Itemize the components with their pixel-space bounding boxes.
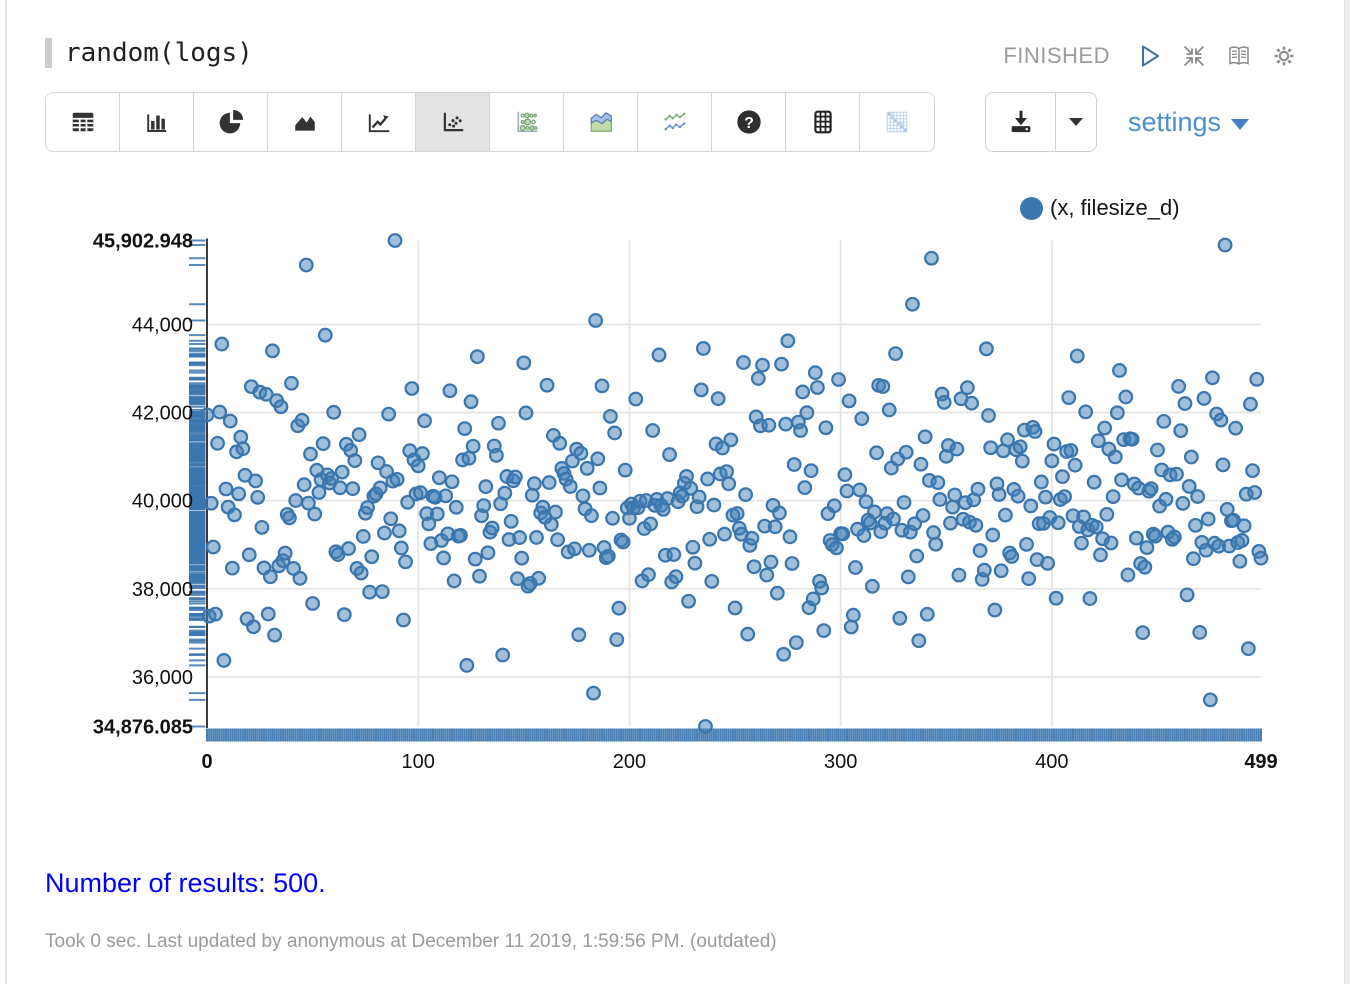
multi-line-icon	[663, 112, 686, 131]
settings-label: settings	[1128, 106, 1222, 137]
svg-text:200: 200	[613, 751, 646, 773]
settings-caret-icon	[1231, 118, 1250, 130]
gear-icon[interactable]	[1270, 42, 1298, 70]
chart-type-bar[interactable]	[120, 93, 194, 151]
download-split-button	[985, 92, 1097, 152]
paragraph-title: random(logs)	[45, 38, 253, 68]
pie-chart-icon	[219, 109, 243, 134]
chart-type-pie[interactable]	[194, 93, 268, 151]
chart-type-area[interactable]	[268, 93, 342, 151]
svg-text:42,000: 42,000	[132, 403, 193, 425]
play-icon[interactable]	[1135, 42, 1163, 70]
svg-text:499: 499	[1244, 751, 1277, 773]
page-left-edge	[5, 0, 7, 984]
chart-type-help[interactable]: ?	[712, 93, 786, 151]
svg-text:36,000: 36,000	[132, 667, 193, 689]
area-chart-icon	[294, 116, 315, 131]
chart-type-stacked-area[interactable]	[564, 93, 638, 151]
paragraph-status-text: Took 0 sec. Last updated by anonymous at…	[45, 931, 777, 952]
chart-type-group: ?	[45, 92, 935, 152]
download-button[interactable]	[986, 93, 1056, 151]
title-accent-bar	[45, 38, 52, 68]
grid-icon	[813, 110, 832, 134]
results-count-text: Number of results: 500.	[45, 868, 326, 898]
paragraph-controls: FINISHED	[1003, 36, 1298, 76]
stacked-area-icon	[590, 111, 612, 132]
svg-text:?: ?	[744, 115, 754, 132]
table-icon	[72, 112, 93, 132]
svg-text:44,000: 44,000	[132, 314, 193, 336]
svg-text:45,902.948: 45,902.948	[93, 231, 193, 253]
chart-legend[interactable]: (x, filesize_d)	[1020, 195, 1180, 221]
svg-text:400: 400	[1035, 751, 1068, 773]
chart-type-multi-line[interactable]	[638, 93, 712, 151]
scatter-chart: 45,902.948 44,000 42,000 40,000 38,000 36,000…	[93, 231, 1278, 774]
chart-type-scatter[interactable]	[416, 93, 490, 151]
paragraph-header: random(logs) FINISHED	[0, 36, 1350, 76]
matrix-icon	[886, 111, 908, 133]
legend-series-label: (x, filesize_d)	[1050, 195, 1180, 220]
chart-type-grid[interactable]	[786, 93, 860, 151]
question-icon: ?	[736, 110, 761, 134]
scatter-chart-section: 45,902.948 44,000 42,000 40,000 38,000 36,000…	[0, 185, 1350, 800]
svg-text:100: 100	[402, 751, 435, 773]
chart-type-bubble-matrix[interactable]	[490, 93, 564, 151]
download-options-caret[interactable]	[1056, 93, 1096, 151]
book-icon[interactable]	[1225, 42, 1253, 70]
visualization-toolbar: ? settings	[0, 92, 1350, 152]
svg-text:300: 300	[824, 751, 857, 773]
chart-type-matrix[interactable]	[860, 93, 934, 151]
svg-text:38,000: 38,000	[132, 579, 193, 601]
chart-type-table[interactable]	[46, 93, 120, 151]
svg-text:0: 0	[201, 751, 212, 773]
settings-dropdown[interactable]: settings	[1128, 92, 1250, 152]
chart-type-line[interactable]	[342, 93, 416, 151]
collapse-icon[interactable]	[1180, 42, 1208, 70]
bubble-matrix-icon	[517, 111, 538, 132]
legend-series-dot	[1020, 196, 1043, 220]
bar-chart-icon	[146, 114, 166, 132]
caret-down-icon	[1069, 118, 1083, 126]
scrollbar-track[interactable]	[1344, 0, 1350, 984]
paragraph-title-text: random(logs)	[65, 38, 253, 68]
line-chart-icon	[368, 114, 389, 133]
scatter-icon	[443, 112, 463, 132]
status-badge: FINISHED	[1003, 43, 1110, 68]
svg-text:40,000: 40,000	[132, 491, 193, 513]
download-icon	[1011, 110, 1030, 133]
svg-text:34,876.085: 34,876.085	[93, 717, 193, 739]
